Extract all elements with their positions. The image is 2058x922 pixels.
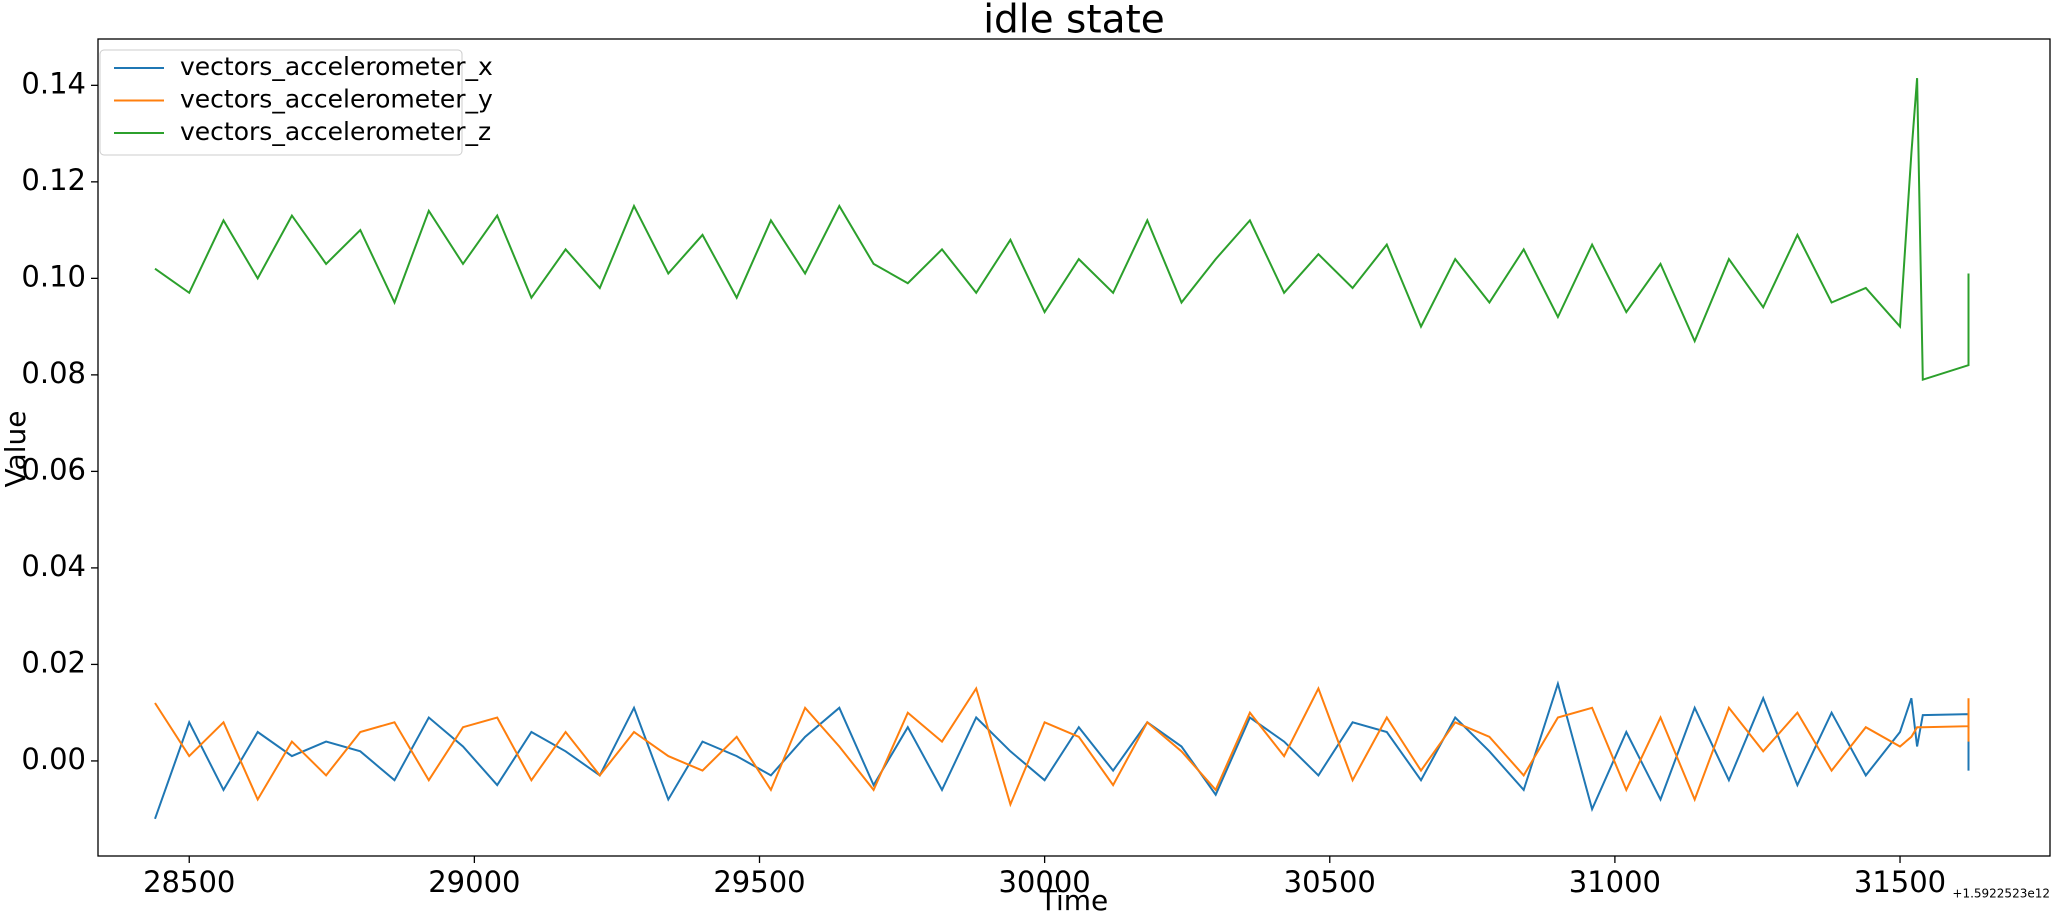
chart-title: idle state [983, 0, 1165, 43]
x-tick-label: 29500 [713, 865, 805, 899]
y-axis-label: Value [0, 411, 32, 488]
x-tick-label: 28500 [143, 865, 235, 899]
data-line [154, 680, 1970, 820]
x-tick-label: 29000 [428, 865, 520, 899]
x-tick-label: 30000 [998, 865, 1090, 899]
x-tick-label: 31000 [1569, 865, 1661, 899]
x-tick-label: 30500 [1284, 865, 1376, 899]
legend-label: vectors_accelerometer_z [180, 117, 491, 146]
legend-label: vectors_accelerometer_y [180, 85, 493, 114]
y-tick-label: 0.10 [21, 259, 86, 293]
y-tick-label: 0.06 [21, 452, 86, 486]
y-tick-label: 0.04 [21, 549, 86, 583]
x-tick-label: 31500 [1854, 865, 1946, 899]
x-axis-label: Time [1039, 884, 1109, 917]
y-tick-label: 0.14 [21, 66, 86, 100]
y-tick-label: 0.02 [21, 645, 86, 679]
y-tick-label: 0.00 [21, 742, 86, 776]
y-tick-label: 0.12 [21, 163, 86, 197]
y-tick-label: 0.08 [21, 356, 86, 390]
x-offset-label: +1.5922523e12 [1952, 887, 2050, 901]
legend-box [99, 49, 463, 156]
legend-label: vectors_accelerometer_x [180, 52, 493, 81]
plot-frame [97, 38, 2051, 857]
data-line [154, 686, 1970, 808]
data-line [154, 78, 1970, 382]
